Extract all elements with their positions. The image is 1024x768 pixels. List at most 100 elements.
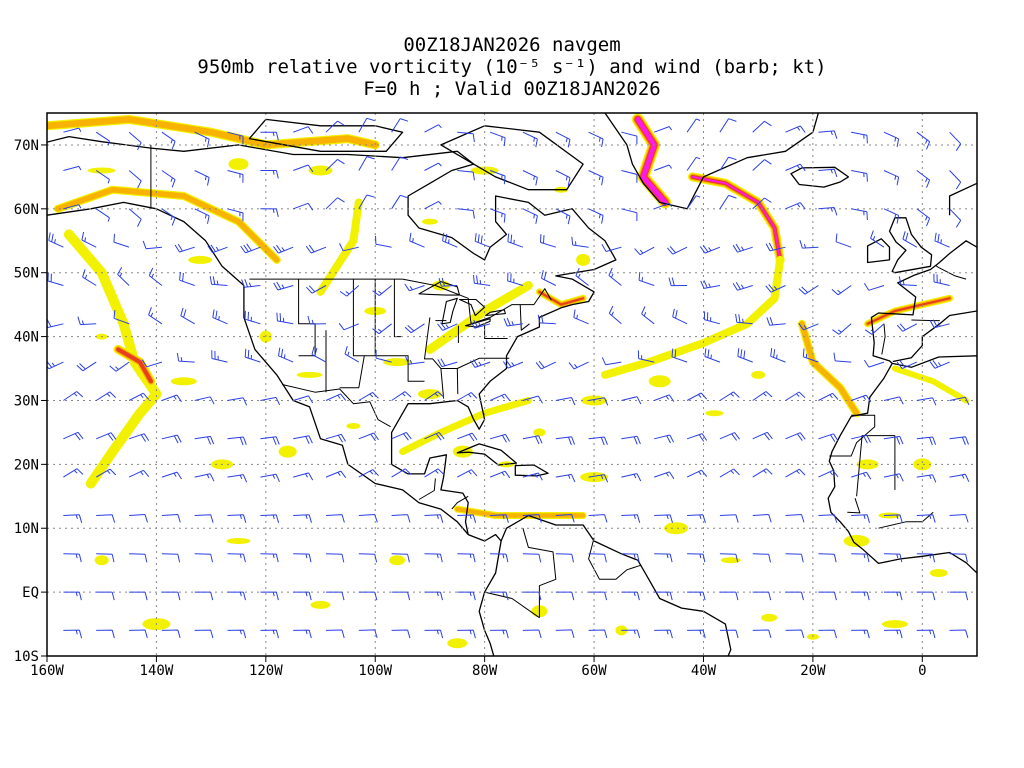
wind-barb xyxy=(916,170,931,188)
wind-barb xyxy=(588,397,609,406)
wind-barb xyxy=(273,244,294,254)
wind-barb xyxy=(555,514,575,523)
wind-barb xyxy=(457,432,478,442)
wind-barb xyxy=(339,243,359,252)
wind-barb xyxy=(358,194,375,210)
wind-barb xyxy=(588,474,609,483)
wind-barb xyxy=(785,553,804,563)
wind-barb xyxy=(128,433,150,442)
wind-barb xyxy=(719,553,739,563)
wind-barb xyxy=(916,629,936,639)
wind-barb xyxy=(375,235,392,248)
vorticity-patch xyxy=(308,165,333,176)
wind-barb xyxy=(555,208,571,225)
wind-barb xyxy=(934,232,950,248)
wind-barb xyxy=(63,431,84,441)
wind-barb xyxy=(437,358,458,368)
wind-barb xyxy=(575,267,589,286)
wind-barb xyxy=(638,272,655,286)
alaska-band-level-1 xyxy=(55,186,280,263)
wind-barb xyxy=(949,208,962,228)
wind-barb xyxy=(601,357,622,366)
wind-barb xyxy=(687,514,706,523)
vorticity-patch xyxy=(278,445,297,458)
political-border xyxy=(935,265,967,280)
political-border xyxy=(418,478,436,500)
wind-barb xyxy=(833,352,852,363)
wind-barb xyxy=(719,468,740,478)
wind-barb xyxy=(260,436,280,445)
wind-barb xyxy=(719,118,737,133)
wind-barb xyxy=(81,231,97,248)
wind-barb xyxy=(818,514,838,523)
vorticity-patch xyxy=(929,569,948,577)
wind-barb xyxy=(148,267,163,286)
iceland xyxy=(790,166,850,188)
hispaniola xyxy=(514,464,549,477)
wind-barb xyxy=(540,234,556,248)
political-border xyxy=(881,323,886,355)
wind-barb xyxy=(686,195,701,210)
wind-barb xyxy=(588,131,604,148)
wind-barb xyxy=(832,323,852,335)
wind-barb xyxy=(325,158,345,171)
political-border xyxy=(847,498,861,514)
political-border xyxy=(829,414,876,457)
wind-barb xyxy=(949,170,962,190)
vorticity-patch xyxy=(417,389,442,400)
wind-barb xyxy=(227,208,244,222)
wind-barb xyxy=(588,629,608,639)
wind-barb xyxy=(896,360,918,370)
wind-barb xyxy=(489,393,511,401)
wind-barb xyxy=(227,131,244,145)
wind-barb xyxy=(785,202,806,210)
wind-barb xyxy=(818,629,837,639)
wind-barb xyxy=(851,591,870,601)
title-line-2: 950mb relative vorticity (10⁻⁵ s⁻¹) and … xyxy=(197,56,827,78)
vorticity-patch xyxy=(648,375,671,388)
wind-barb xyxy=(522,208,538,224)
wind-barb xyxy=(207,244,228,254)
wind-barb xyxy=(260,396,281,406)
lon-tick-label: 140W xyxy=(140,663,174,679)
vorticity-patch xyxy=(226,538,251,544)
wind-barb xyxy=(608,305,622,325)
wind-barb xyxy=(851,471,872,480)
wind-barb xyxy=(737,348,753,363)
azores-band-level-1 xyxy=(799,321,860,416)
wind-barb xyxy=(325,470,347,478)
political-border xyxy=(911,319,940,322)
wind-barb xyxy=(883,553,903,563)
wind-barb xyxy=(490,514,509,523)
wind-barb xyxy=(766,317,786,326)
political-border xyxy=(856,435,895,497)
wind-barb xyxy=(424,391,445,401)
south-america-west-coast xyxy=(478,540,502,656)
wind-barb xyxy=(63,127,82,133)
wind-barb xyxy=(437,322,458,331)
vorticity-patch xyxy=(296,371,323,378)
wind-barb xyxy=(686,118,701,133)
wind-barb xyxy=(457,514,477,523)
wind-barb xyxy=(293,553,312,563)
lat-tick-label: EQ xyxy=(22,585,39,601)
wind-barb xyxy=(621,170,638,183)
wind-barb xyxy=(667,246,688,255)
wind-barb xyxy=(424,591,443,601)
wind-barb xyxy=(949,396,970,406)
wind-barb xyxy=(573,309,589,325)
wind-barb xyxy=(48,232,64,248)
wind-barb xyxy=(851,434,871,444)
wind-barb xyxy=(686,433,708,442)
wind-barb xyxy=(260,170,279,179)
wind-barb xyxy=(148,307,163,325)
wind-barb xyxy=(227,397,248,406)
wind-barb xyxy=(870,230,885,248)
wind-barb xyxy=(260,629,279,639)
wind-barb xyxy=(863,283,885,291)
wind-barb xyxy=(654,394,675,402)
wind-barb xyxy=(260,131,279,141)
wind-barb xyxy=(555,397,576,406)
wind-barb xyxy=(391,156,409,171)
